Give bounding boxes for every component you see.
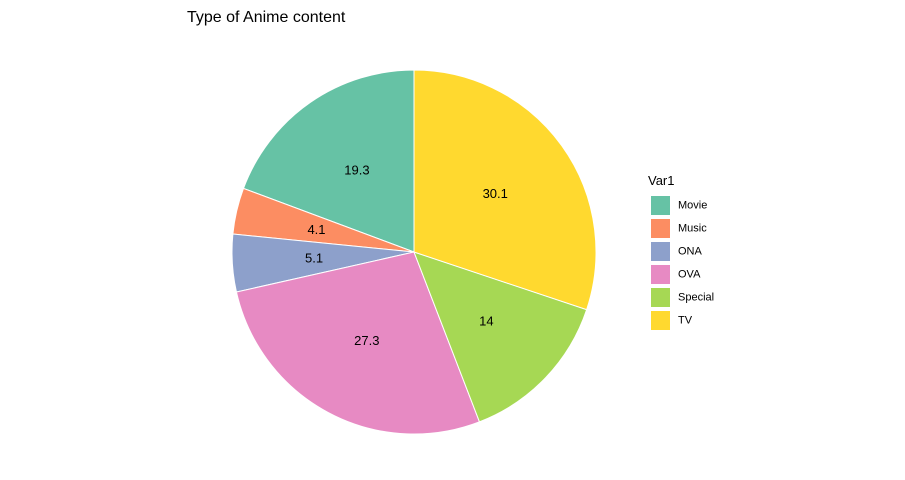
slice-label-music: 4.1 xyxy=(307,222,325,237)
chart-title: Type of Anime content xyxy=(187,9,346,26)
slice-label-tv: 30.1 xyxy=(483,186,508,201)
legend-swatch-movie xyxy=(651,196,670,215)
legend-label-ova: OVA xyxy=(678,269,701,281)
legend-swatch-music xyxy=(651,219,670,238)
legend-items: Movie Music ONA OVA Special TV xyxy=(651,196,714,330)
slice-label-ona: 5.1 xyxy=(305,251,323,266)
slice-label-ova: 27.3 xyxy=(354,333,379,348)
legend-label-music: Music xyxy=(678,223,707,235)
pie-slice-labels: 19.3 4.1 5.1 27.3 14 30.1 xyxy=(305,162,508,348)
legend-swatch-ona xyxy=(651,242,670,261)
slice-label-movie: 19.3 xyxy=(344,162,369,177)
legend-title: Var1 xyxy=(648,173,675,188)
pie-slice-tv xyxy=(413,69,597,311)
pie-slice-ova xyxy=(235,251,481,435)
legend-label-tv: TV xyxy=(678,315,693,327)
legend: Var1 Movie Music ONA OVA Special TV xyxy=(648,173,714,330)
pie-slices xyxy=(231,69,597,435)
pie-slice-movie xyxy=(242,69,415,253)
legend-label-movie: Movie xyxy=(678,200,707,212)
legend-swatch-tv xyxy=(651,311,670,330)
legend-swatch-ova xyxy=(651,265,670,284)
slice-label-special: 14 xyxy=(479,314,493,329)
legend-label-ona: ONA xyxy=(678,246,703,258)
legend-label-special: Special xyxy=(678,292,714,304)
pie-slice-special xyxy=(413,251,588,423)
legend-swatch-special xyxy=(651,288,670,307)
